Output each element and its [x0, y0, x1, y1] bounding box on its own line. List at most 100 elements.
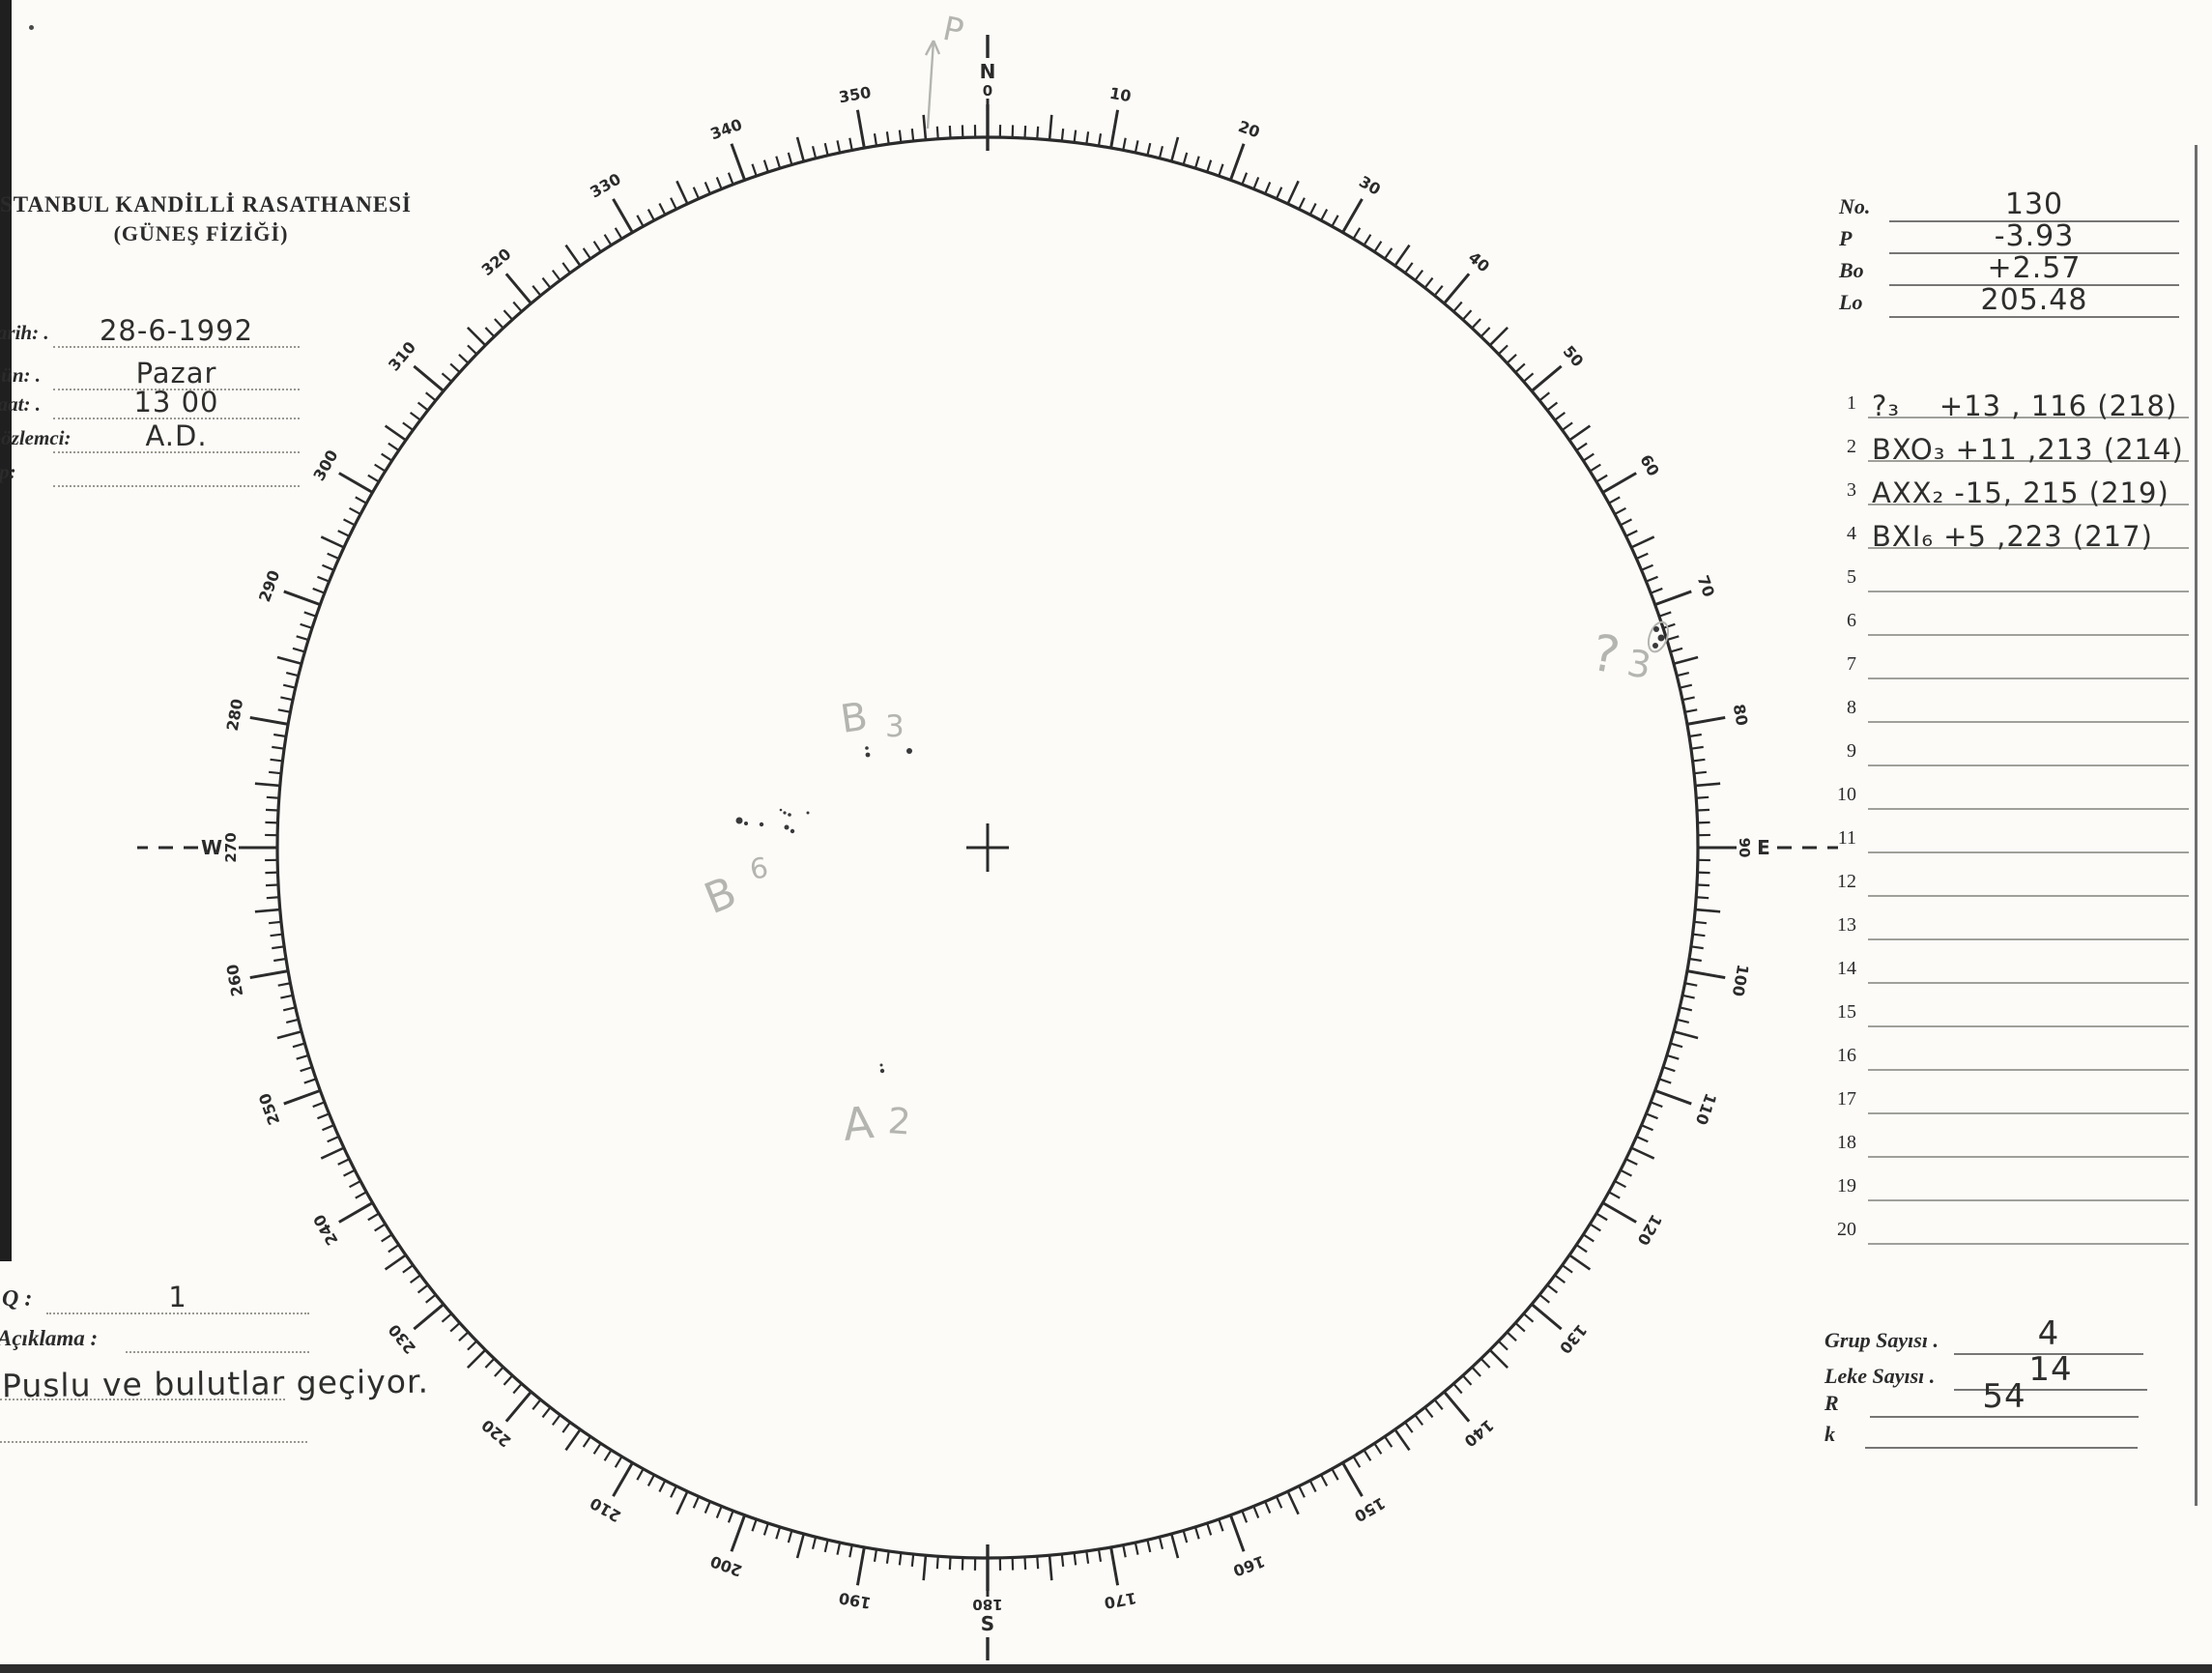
rule-line: [1868, 634, 2189, 636]
group-row-number: 3: [1847, 479, 1856, 501]
group-row: 20: [1829, 1206, 2191, 1245]
degree-tick: [1608, 1191, 1621, 1199]
degree-tick: [504, 273, 532, 304]
degree-tick: [922, 114, 928, 140]
degree-tick: [1690, 945, 1704, 950]
degree-tick: [1646, 1112, 1658, 1120]
sunspot-dot: [879, 1063, 883, 1067]
scan-edge-right: [2195, 145, 2198, 1506]
total-row: Grup Sayısı . 4: [1824, 1314, 2194, 1355]
degree-tick: [1575, 1244, 1588, 1254]
degree-label: 190: [838, 1589, 873, 1613]
group-row-number: 8: [1847, 697, 1856, 718]
degree-label: 80: [1730, 703, 1752, 727]
degree-tick: [1352, 1456, 1362, 1468]
cardinal-letter: N: [980, 60, 996, 83]
degree-label: 90: [1736, 838, 1753, 858]
degree-tick: [320, 1146, 345, 1160]
field-label: Δp:: [0, 460, 16, 483]
degree-tick: [300, 1066, 313, 1073]
degree-tick: [787, 152, 793, 165]
degree-label: 0: [983, 82, 992, 100]
pencil-north-arrow: [924, 40, 935, 56]
degree-tick: [303, 611, 317, 618]
degree-tick: [1331, 215, 1339, 227]
degree-tick: [561, 262, 571, 274]
rule-line: [1870, 1416, 2139, 1418]
degree-tick: [285, 671, 300, 678]
degree-tick: [727, 1510, 734, 1523]
degree-tick: [1641, 563, 1653, 571]
degree-tick: [1531, 1303, 1563, 1331]
dotted-line: [0, 1439, 307, 1443]
dotted-line: [53, 483, 300, 487]
degree-tick: [317, 575, 330, 583]
degree-tick: [1479, 327, 1491, 338]
degree-tick: [1679, 683, 1693, 689]
degree-tick: [1414, 1414, 1424, 1427]
degree-tick: [1646, 575, 1658, 583]
degree-tick: [1522, 372, 1535, 383]
degree-tick: [1471, 1366, 1481, 1377]
degree-tick: [848, 1544, 853, 1558]
parameter-label: Lo: [1839, 290, 1863, 314]
degree-tick: [343, 518, 356, 527]
group-row-number: 10: [1837, 784, 1856, 805]
degree-tick: [561, 1421, 571, 1433]
degree-tick: [1531, 364, 1563, 392]
rule-line: [1868, 1243, 2189, 1245]
form-field: Gün: . Pazar: [0, 357, 319, 390]
sunspot-dot: [865, 752, 871, 758]
quality-label: Q :: [2, 1286, 33, 1312]
form-field: Δp:: [0, 454, 319, 487]
degree-tick: [512, 301, 523, 313]
degree-tick: [1589, 463, 1601, 473]
degree-tick: [855, 109, 866, 149]
group-row: 10: [1829, 771, 2191, 810]
degree-tick: [1630, 535, 1655, 549]
degree-tick: [1514, 362, 1526, 374]
degree-tick: [1686, 715, 1726, 726]
degree-tick: [1206, 159, 1213, 173]
limb-group-outline: [1647, 620, 1670, 653]
degree-tick: [1666, 1053, 1680, 1060]
parameter-row: No. 130: [1839, 187, 2187, 222]
degree-tick: [1595, 1212, 1608, 1222]
degree-tick: [1662, 1066, 1676, 1073]
parameter-label: No.: [1839, 194, 1871, 218]
group-row: 13: [1829, 902, 2191, 940]
degree-tick: [1641, 1124, 1653, 1132]
degree-tick: [1662, 622, 1676, 629]
sunspot-dot: [759, 822, 764, 827]
pencil-north-arrow: [926, 40, 935, 130]
degree-tick: [1060, 128, 1065, 142]
rule-line: [1954, 1353, 2143, 1355]
pencil-group-label: B: [838, 695, 871, 742]
degree-tick: [1522, 1312, 1535, 1323]
degree-tick: [254, 908, 280, 913]
degree-tick: [277, 708, 291, 713]
degree-label: 260: [223, 963, 247, 997]
quality-field: Q : 1: [0, 1281, 329, 1314]
degree-tick: [848, 137, 853, 151]
degree-tick: [1085, 131, 1090, 145]
group-row-number: 4: [1847, 523, 1856, 544]
degree-tick: [762, 159, 769, 173]
degree-tick: [1264, 1501, 1272, 1514]
degree-tick: [296, 635, 309, 642]
degree-tick: [466, 326, 487, 347]
degree-tick: [268, 920, 282, 925]
degree-tick: [614, 227, 623, 240]
degree-tick: [1352, 227, 1362, 240]
degree-tick: [270, 758, 283, 763]
degree-tick: [1636, 1135, 1649, 1143]
degree-label: 10: [1108, 84, 1133, 106]
degree-tick: [1298, 1486, 1306, 1498]
group-row-number: 13: [1837, 914, 1856, 936]
group-entry: ?₃ +13 , 116 (218): [1872, 389, 2178, 422]
degree-tick: [367, 474, 380, 483]
degree-label: 350: [838, 83, 873, 107]
degree-label: 130: [1556, 1321, 1591, 1358]
degree-tick: [675, 1490, 689, 1515]
